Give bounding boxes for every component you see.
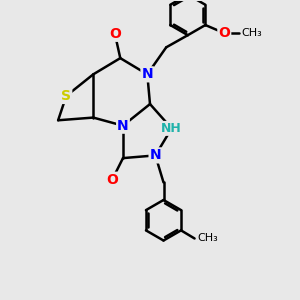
Text: NH: NH xyxy=(161,122,182,135)
Text: O: O xyxy=(109,27,121,41)
Text: CH₃: CH₃ xyxy=(197,233,218,244)
Text: S: S xyxy=(61,89,71,103)
Text: N: N xyxy=(150,148,161,162)
Text: CH₃: CH₃ xyxy=(242,28,262,38)
Text: N: N xyxy=(117,119,129,133)
Text: N: N xyxy=(142,67,153,81)
Text: O: O xyxy=(218,26,230,40)
Text: O: O xyxy=(106,173,118,187)
